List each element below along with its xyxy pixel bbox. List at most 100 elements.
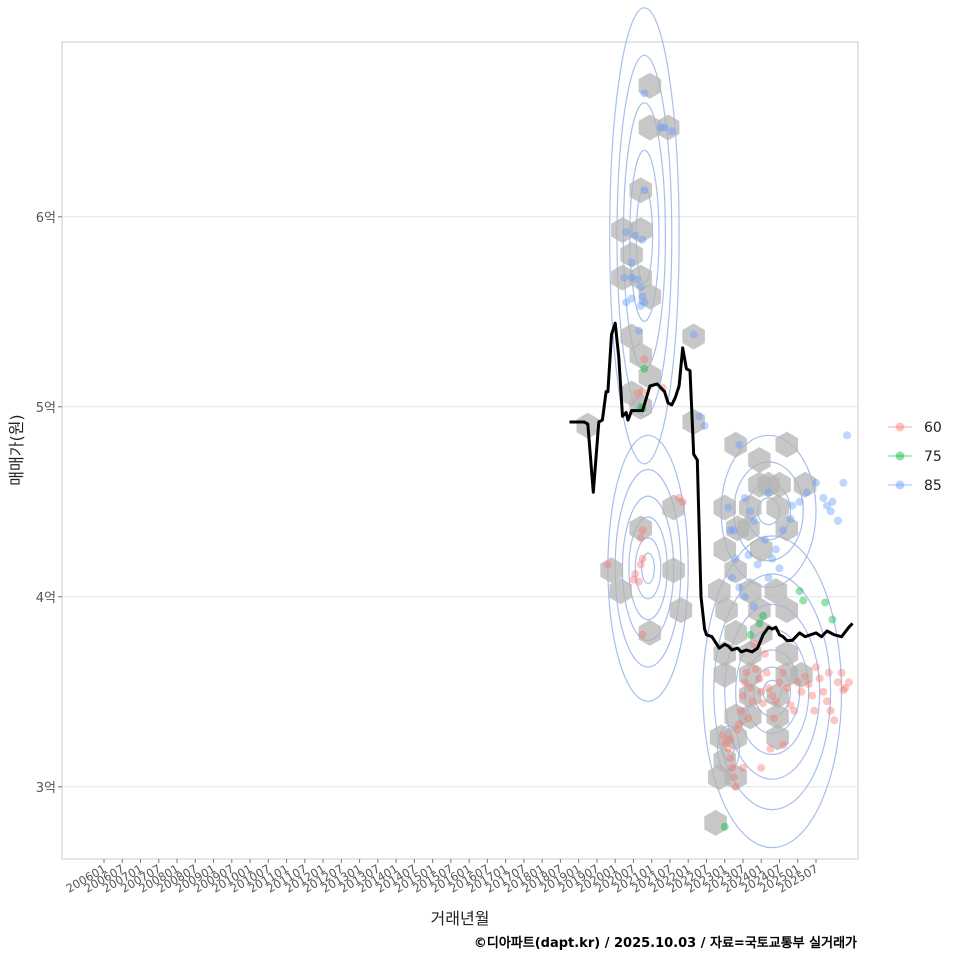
point-60-46 [804,680,813,689]
point-85-48 [760,535,769,544]
point-85-4 [640,186,649,195]
point-60-14 [638,630,647,639]
hex-bin-25 [713,494,736,521]
point-85-7 [638,235,647,244]
point-75-9 [821,598,830,607]
density-contour-4 [609,7,680,465]
point-60-59 [779,741,788,749]
hex-bin-0 [638,72,662,99]
point-60-41 [786,701,795,710]
hex-bin-2 [656,114,680,141]
point-75-8 [799,596,808,605]
legend-swatch-75 [895,451,905,461]
point-75-10 [828,615,837,624]
point-60-42 [790,706,799,715]
point-85-17 [695,412,704,421]
legend-label-75: 75 [924,449,942,465]
point-85-20 [764,488,773,497]
point-60-19 [728,763,737,772]
hex-bin-33 [713,536,736,563]
point-85-11 [633,275,642,284]
point-60-5 [638,554,647,563]
point-75-5 [755,619,764,628]
point-85-41 [839,478,848,487]
hex-bin-7 [611,264,634,291]
point-60-36 [768,691,777,700]
density-contour-6 [634,537,662,600]
point-60-62 [735,720,744,729]
point-85-2 [660,123,669,132]
point-60-68 [749,640,758,649]
point-60-33 [759,699,768,708]
point-85-16 [689,330,698,339]
hex-bin-44 [748,597,771,624]
hex-bin-46 [724,619,747,646]
point-85-22 [740,494,749,502]
point-75-6 [759,611,768,620]
point-60-58 [766,744,775,753]
point-75-3 [720,822,729,831]
point-85-30 [749,602,758,611]
legend-label-85: 85 [924,478,942,494]
point-60-66 [824,668,833,677]
point-60-23 [733,725,742,734]
point-85-43 [822,501,831,510]
point-60-27 [742,668,751,677]
point-85-50 [775,564,784,573]
point-60-9 [633,389,642,398]
point-85-0 [640,89,649,98]
hex-bin-34 [750,536,773,563]
point-85-39 [826,507,835,516]
point-60-39 [779,668,788,677]
point-85-5 [622,228,631,236]
y-tick-label-0: 3억 [36,781,56,796]
legend-swatch-60 [895,422,905,432]
point-60-1 [629,575,638,584]
point-60-26 [740,678,749,687]
point-85-13 [638,292,647,301]
point-60-54 [833,678,842,687]
point-85-25 [726,526,735,535]
hex-bin-45 [775,597,799,624]
point-60-15 [718,731,727,740]
point-85-54 [636,302,645,311]
plot-panel-frame [61,41,859,860]
point-60-34 [762,668,771,677]
hex-bin-3 [629,177,652,204]
point-85-40 [833,516,842,525]
hex-bin-53 [739,661,762,688]
hex-bin-63 [766,724,789,751]
point-60-56 [841,684,850,692]
point-60-31 [755,674,764,683]
hex-bin-39 [708,578,731,605]
hex-bin-28 [662,494,685,521]
hex-bin-41 [764,578,788,605]
point-60-24 [737,706,746,715]
point-60-48 [812,663,821,672]
hex-bin-30 [737,515,760,542]
point-60-38 [775,678,784,687]
point-85-21 [788,501,797,510]
hex-bin-4 [611,217,634,244]
hex-bin-11 [682,323,705,350]
point-60-35 [764,684,773,692]
point-85-10 [627,273,636,282]
point-85-24 [749,516,758,525]
point-60-2 [631,570,640,578]
hex-bin-24 [793,471,817,498]
point-85-47 [753,560,762,569]
point-85-14 [640,298,649,307]
trend-line [569,321,854,654]
hex-bin-60 [766,703,789,730]
hex-bin-20 [748,447,771,473]
hex-bin-43 [715,597,738,624]
hex-bin-48 [638,619,662,646]
point-60-61 [757,763,766,772]
hex-bin-35 [724,557,747,584]
density-contour-15 [724,603,821,780]
point-85-42 [843,431,852,440]
hex-bin-57 [766,682,789,709]
point-85-8 [627,258,636,267]
